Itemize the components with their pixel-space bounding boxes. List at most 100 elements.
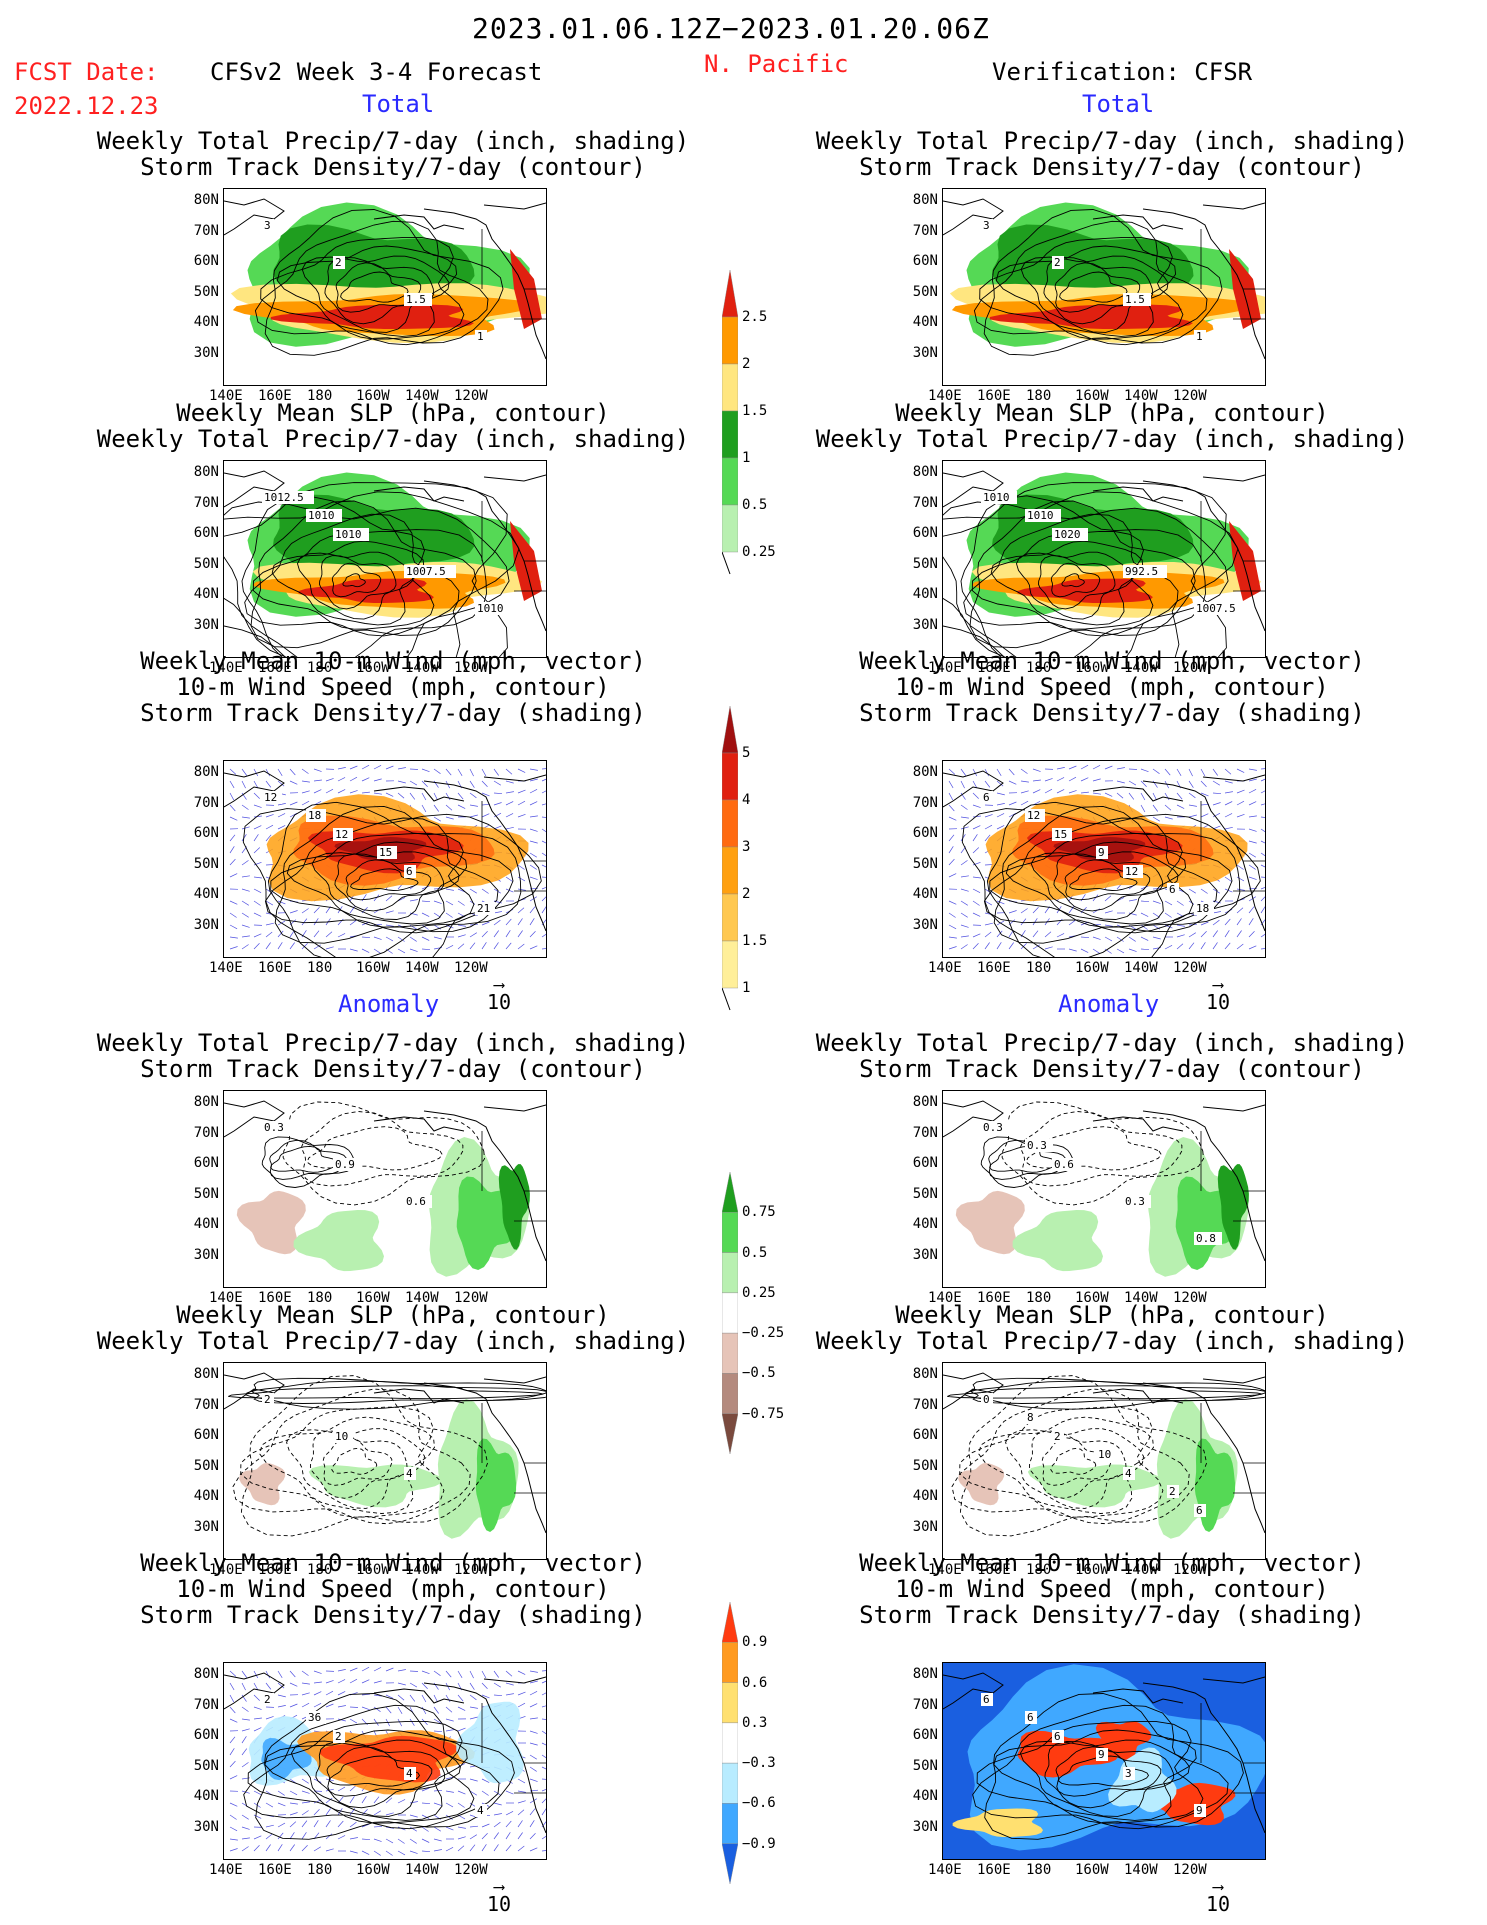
fp2-lon-label: 160E (258, 660, 292, 676)
storm_total-swatch (721, 893, 739, 942)
fp6-lon-label: 160E (258, 1862, 292, 1878)
fcst-date-label: FCST Date: (14, 58, 159, 86)
storm_total-tick-label: 2 (742, 886, 751, 902)
vp3-lon-label: 140W (1124, 960, 1158, 976)
vp6-lon-label: 140E (928, 1862, 962, 1878)
fp4-lon-label: 140W (405, 1290, 439, 1306)
vp4-lat-label: 30N (912, 1246, 938, 1263)
fp2-contour-label: 1012.5 (264, 491, 304, 504)
fp6-contour-label: 36 (308, 1711, 321, 1724)
vp1-lat-label: 40N (912, 314, 938, 330)
fp3-contour-label-bg (377, 846, 397, 859)
fp4-lon-label: 180 (307, 1290, 333, 1306)
fp6-contour-label-bg (404, 1767, 416, 1780)
fp4-lat-label: 70N (193, 1124, 219, 1141)
vp6-contour-label-bg (1194, 1804, 1206, 1817)
fp6-contour-label-bg (306, 1711, 326, 1724)
precip_anom-tick-label: 0.25 (742, 1284, 776, 1301)
fp4-contour-label-bg (404, 1195, 432, 1208)
fp1-lon-label: 160E (258, 388, 292, 404)
section-total-left: Total (362, 90, 435, 118)
vp1-lon-label: 180 (1026, 388, 1052, 404)
vp3-contour-label: 12 (1027, 809, 1040, 822)
vp3-title-line: 10-m Wind Speed (mph, contour) (895, 673, 1329, 701)
vp6-contour-label: 9 (1098, 1748, 1105, 1761)
vp5-map-graphic: 0 2 4 6 8 10 2 (943, 1372, 1265, 1539)
storm_total-tail (722, 988, 731, 1011)
vp2-title-line: Weekly Mean SLP (hPa, contour) (895, 399, 1329, 427)
vp1-lat-label: 80N (912, 192, 938, 208)
fp1-lon-label: 120W (454, 388, 488, 404)
vp2-title-line: Weekly Total Precip/7-day (inch, shading… (815, 425, 1409, 453)
vp4-title-line: Weekly Total Precip/7-day (inch, shading… (815, 1029, 1409, 1057)
vp1-lon-label: 120W (1173, 388, 1207, 404)
vp2-lat-label: 50N (912, 555, 938, 572)
vp2-contour-label-bg (981, 491, 1017, 504)
fp2-contour-label: 1010 (335, 528, 362, 541)
fp5-lon-label: 140W (405, 1562, 439, 1578)
fp4-contour-label-bg (333, 1158, 361, 1171)
fp5-lon-label: 140E (209, 1562, 243, 1578)
fp2-title-line: Weekly Total Precip/7-day (inch, shading… (96, 425, 690, 453)
vp3-contour-label-bg (1025, 809, 1045, 822)
vp4-lon-label: 160W (1075, 1290, 1109, 1306)
vp1-lon-label: 160E (977, 388, 1011, 404)
section-anomaly-right: Anomaly (1058, 990, 1160, 1018)
fp3-lon-label: 140W (405, 960, 439, 976)
fp2-contour-label-bg (475, 602, 511, 615)
fp4-lon-label: 140E (209, 1290, 243, 1306)
vp1-lon-label: 160W (1075, 388, 1109, 404)
fp6-map-graphic: 2 2 4 4 36 (224, 1666, 546, 1856)
fp6-contour-label-bg (475, 1804, 487, 1817)
section-total-right: Total (1082, 90, 1155, 118)
precip_anom-swatch (721, 1212, 739, 1253)
fp6-lon-label: 180 (307, 1862, 333, 1878)
precip_total-swatch (721, 316, 739, 365)
vp2-lon-label: 140W (1124, 660, 1158, 676)
vp1-contour-label-bg (1123, 293, 1151, 306)
fp5-contour-label-bg (333, 1430, 353, 1443)
vp1-lat-label: 50N (912, 283, 938, 300)
vp5-contour-label: 8 (1027, 1411, 1034, 1424)
vp5-title-line: Weekly Mean SLP (hPa, contour) (895, 1301, 1329, 1329)
vp3-contour-label: 18 (1196, 902, 1209, 915)
vp2-lon-label: 140E (928, 660, 962, 676)
fp3-lat-label: 40N (193, 886, 219, 902)
vp5-contour-label: 6 (1196, 1504, 1203, 1517)
vp3-vector-reference: ⟶ 10 (1198, 977, 1238, 1015)
fp2-contour-label: 1010 (477, 602, 504, 615)
vp5-lon-label: 160E (977, 1562, 1011, 1578)
vp3-lat-label: 80N (912, 764, 938, 780)
fp1-title-line: Storm Track Density/7-day (contour) (140, 153, 646, 181)
fp4-lat-label: 60N (193, 1155, 219, 1171)
fp1-contour-label: 2 (335, 256, 342, 269)
fp6-title-line: Weekly Mean 10-m Wind (mph, vector) (140, 1549, 646, 1577)
vp1-lat-label: 30N (912, 344, 938, 361)
fp6-contour-label-bg (262, 1693, 274, 1706)
vp5-contour-label: 10 (1098, 1448, 1111, 1461)
vp3-contour-label: 9 (1098, 846, 1105, 859)
fp6-lon-label: 140W (405, 1862, 439, 1878)
vp3-lon-label: 160E (977, 960, 1011, 976)
precip_anom-swatch (721, 1252, 739, 1294)
storm_anom-swatch (721, 1682, 739, 1724)
fcst-date-value: 2022.12.23 (14, 92, 159, 120)
vp6-map: 6 6 3 9 6 9 (942, 1662, 1266, 1860)
vp3-lat-label: 40N (912, 886, 938, 902)
fp3-contour-label-bg (306, 809, 326, 822)
precip_total-tail (722, 552, 731, 575)
vector-reference-value: 10 (486, 990, 512, 1014)
precip_total-tick-label: 2 (742, 356, 751, 372)
vp3-lon-label: 180 (1026, 960, 1052, 976)
vp4-contour-label: 0.8 (1196, 1232, 1216, 1245)
fp2-lat-label: 80N (193, 464, 219, 480)
fp2-lat-label: 50N (193, 555, 219, 572)
vp1-contour-label-bg (1194, 330, 1206, 343)
storm_total-swatch (721, 846, 739, 895)
vp4-title-line: Storm Track Density/7-day (contour) (859, 1055, 1365, 1083)
fp4-contour-label: 0.9 (335, 1158, 355, 1171)
storm_anom-swatch (721, 1722, 739, 1764)
vp3-lat-label: 60N (912, 825, 938, 841)
vp2-contour-label: 1020 (1054, 528, 1081, 541)
fp2-contour-label-bg (262, 491, 314, 504)
